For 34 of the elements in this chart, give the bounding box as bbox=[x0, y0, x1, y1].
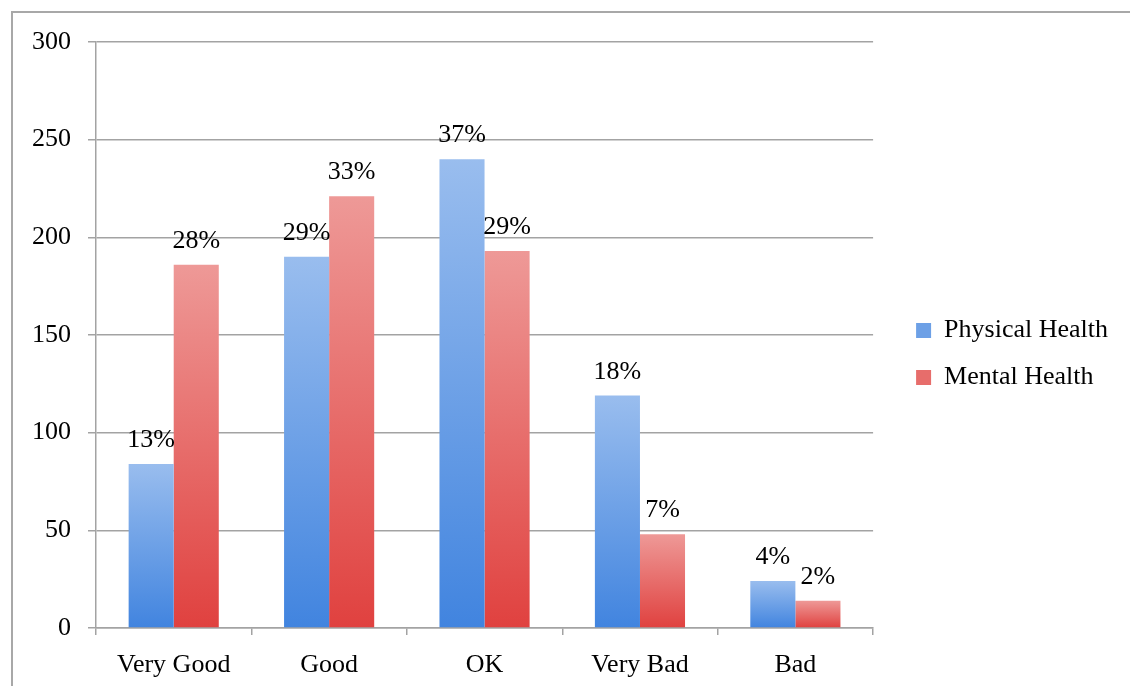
annotation: 29% bbox=[282, 216, 331, 246]
bar bbox=[750, 581, 796, 628]
x-tick-label: Very Good bbox=[117, 649, 231, 679]
legend-label: Mental Health bbox=[944, 361, 1094, 391]
bar bbox=[594, 395, 640, 628]
annotation: 28% bbox=[172, 224, 221, 254]
bar bbox=[173, 264, 219, 628]
y-tick-label: 0 bbox=[58, 611, 71, 641]
y-tick-label: 100 bbox=[32, 416, 71, 446]
annotation: 18% bbox=[593, 355, 642, 385]
y-tick-label: 50 bbox=[45, 514, 71, 544]
bar bbox=[639, 534, 686, 628]
bar bbox=[128, 463, 174, 628]
annotation: 7% bbox=[645, 494, 680, 524]
y-tick-label: 200 bbox=[32, 221, 71, 251]
bar bbox=[329, 196, 375, 628]
annotation: 4% bbox=[755, 541, 791, 571]
x-tick-label: OK bbox=[465, 649, 504, 679]
bar bbox=[439, 159, 485, 628]
y-tick-label: 300 bbox=[32, 25, 71, 55]
bar bbox=[795, 600, 841, 628]
annotation: 13% bbox=[127, 423, 176, 453]
x-tick-label: Very Bad bbox=[591, 649, 689, 679]
legend-label: Physical Health bbox=[944, 314, 1109, 344]
annotation: 33% bbox=[327, 156, 376, 186]
y-tick-label: 150 bbox=[32, 318, 71, 348]
annotation: 37% bbox=[438, 119, 486, 149]
bar bbox=[284, 256, 330, 628]
x-tick-label: Bad bbox=[774, 649, 817, 679]
annotation: 2% bbox=[800, 560, 836, 590]
y-tick-label: 250 bbox=[32, 123, 71, 153]
x-tick-label: Good bbox=[300, 649, 359, 679]
annotation: 29% bbox=[483, 211, 531, 241]
bar bbox=[484, 251, 530, 628]
